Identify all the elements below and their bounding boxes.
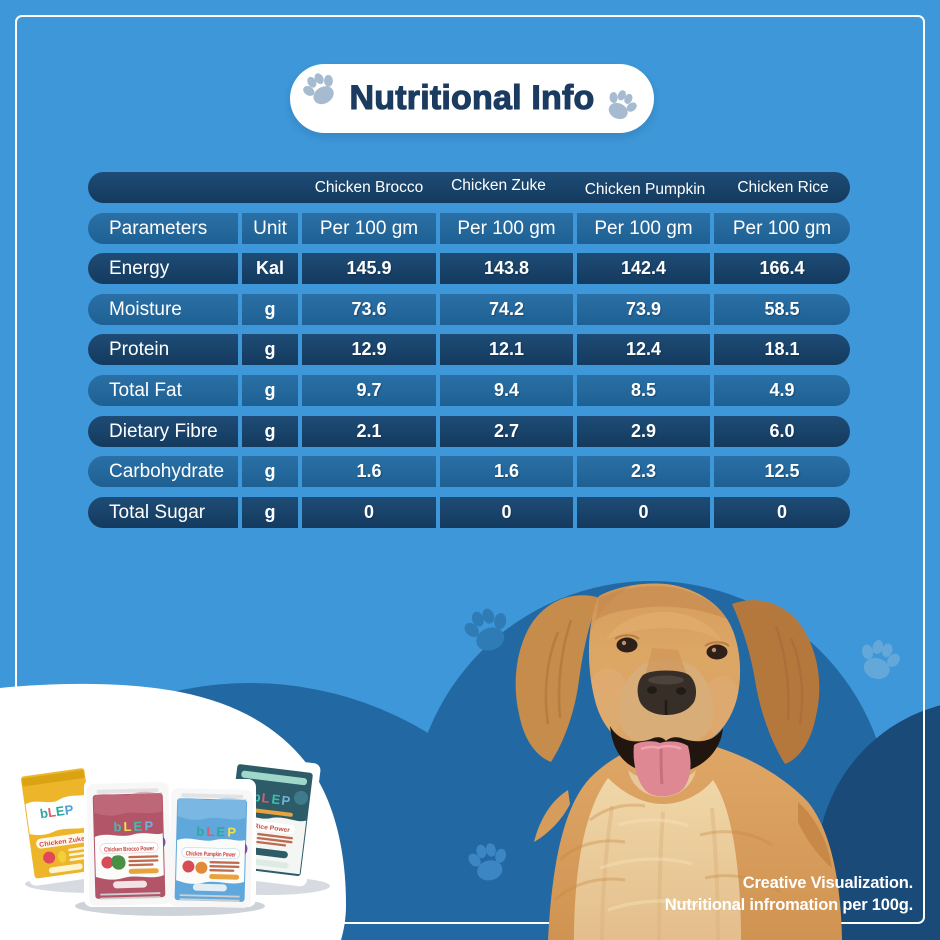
svg-text:b: b [196,824,204,839]
svg-text:b: b [113,819,121,834]
svg-text:P: P [281,793,292,809]
svg-text:Chicken Brocco Power: Chicken Brocco Power [104,845,155,853]
svg-text:E: E [271,791,282,807]
svg-text:Chicken Pumpkin Power: Chicken Pumpkin Power [186,850,237,858]
svg-text:L: L [47,804,57,820]
svg-text:b: b [39,805,49,821]
svg-text:L: L [206,824,214,839]
svg-text:P: P [227,824,236,839]
svg-text:E: E [216,824,225,839]
svg-text:L: L [261,790,271,806]
svg-text:E: E [133,819,142,834]
svg-text:P: P [144,818,153,833]
svg-text:L: L [123,819,131,834]
svg-text:P: P [64,802,75,818]
svg-text:b: b [252,789,262,805]
svg-text:E: E [55,803,66,819]
